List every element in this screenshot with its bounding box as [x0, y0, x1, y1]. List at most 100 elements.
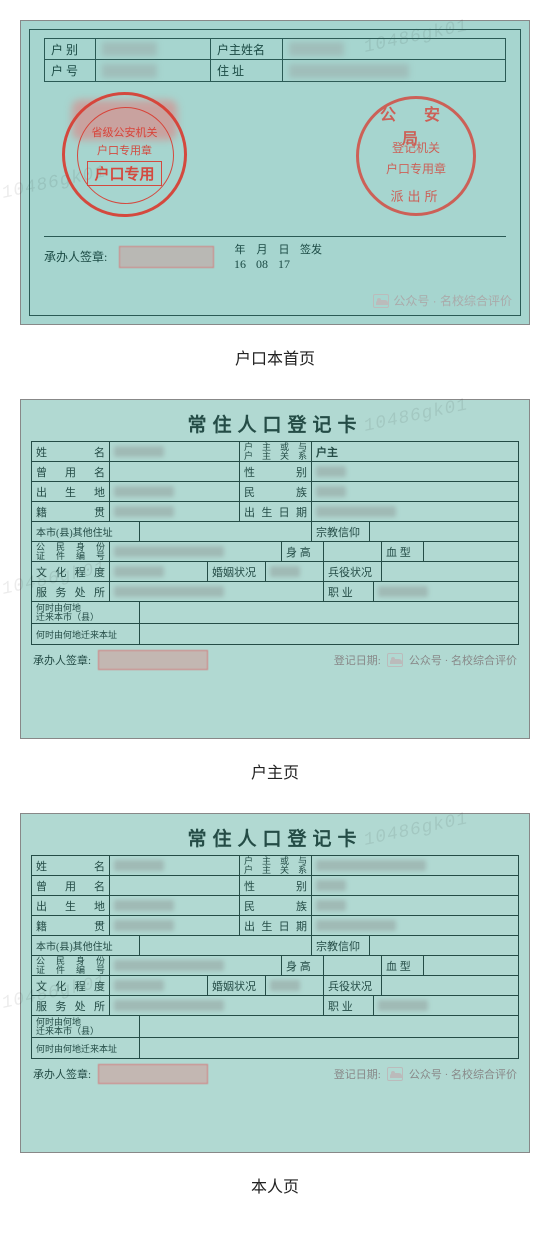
first-frame: 户 别 户主姓名 户 号 住 址 省级公安机关 户口专用章 户口专用 公 安 局…: [29, 29, 521, 316]
l-move1: 何时由何地迁来本市（县）: [32, 1016, 140, 1038]
v-csd: [110, 896, 240, 916]
reg-table: 姓 名 户主或与户主关系 曾 用 名 性 别 出 生 地 民 族 籍 贯 出生日…: [31, 855, 519, 1059]
v-move2: [140, 624, 518, 644]
l-cym: 曾 用 名: [32, 462, 110, 482]
l-other: 本市(县)其他住址: [32, 936, 140, 956]
v-mz: [312, 482, 518, 502]
v-mz: [312, 896, 518, 916]
date-m-lab: 月: [256, 241, 268, 257]
sign-line2: 承办人签章: 登记日期: 公众号 · 名校综合评价: [31, 650, 519, 670]
l-hyk: 婚姻状况: [208, 562, 266, 582]
v-xb: [312, 462, 518, 482]
v-sg: [324, 956, 382, 976]
v-cym: [110, 462, 240, 482]
sign-box: [98, 650, 208, 670]
date-m: 08: [256, 257, 268, 272]
attribution-text: 公众号 · 名校综合评价: [409, 652, 517, 668]
date-y-lab: 年: [234, 241, 246, 257]
value-huhao: [96, 60, 211, 82]
v-move1: [140, 602, 518, 624]
sign-label: 承办人签章:: [44, 248, 119, 265]
sign-label: 承办人签章:: [33, 1066, 98, 1082]
v-move1: [140, 1016, 518, 1038]
stamps-area: 省级公安机关 户口专用章 户口专用 公 安 局 登记机关 户口专用章 派出所: [44, 86, 506, 236]
l-zj: 宗教信仰: [312, 936, 370, 956]
l-sfz: 公民身份证件编号: [32, 542, 110, 562]
caption-head: 户主页: [20, 759, 530, 783]
stamp-right-mid2: 户口专用章: [386, 160, 446, 177]
l-sg: 身 高: [282, 542, 324, 562]
v-byz: [382, 976, 518, 996]
sign-box: [98, 1064, 208, 1084]
l-move1: 何时由何地迁来本市（县）: [32, 602, 140, 624]
v-fwcs: [110, 996, 324, 1016]
label-hzxm: 户主姓名: [211, 38, 283, 60]
hukou-head-page: 10486gk01 10486gk01 常住人口登记卡 姓 名 户主或与户主关系…: [20, 399, 530, 739]
date-end: 签发: [300, 241, 322, 257]
l-csd: 出 生 地: [32, 896, 110, 916]
sign-line: 承办人签章: 年16 月08 日17 签发: [44, 236, 506, 272]
l-cym: 曾 用 名: [32, 876, 110, 896]
row-huhao: 户 号 住 址: [44, 60, 506, 82]
attribution-tag: 公众号 · 名校综合评价: [373, 292, 512, 309]
stamp-right: 公 安 局 登记机关 户口专用章 派出所: [356, 96, 476, 216]
v-sfz: [110, 956, 282, 976]
caption-self: 本人页: [20, 1173, 530, 1197]
value-hzxm: [283, 38, 506, 60]
l-xb: 性 别: [240, 876, 312, 896]
caption-first: 户口本首页: [20, 345, 530, 369]
l-other: 本市(县)其他住址: [32, 522, 140, 542]
l-fwcs: 服 务 处 所: [32, 582, 110, 602]
l-hyk: 婚姻状况: [208, 976, 266, 996]
l-whcd: 文化程度: [32, 976, 110, 996]
l-move2: 何时由何地迁来本址: [32, 1038, 140, 1058]
v-gx: [312, 856, 518, 876]
label-huhao: 户 号: [44, 60, 96, 82]
v-csrq: [312, 916, 518, 936]
date-d: 17: [278, 257, 290, 272]
stamp-left-main: 户口专用: [87, 161, 161, 186]
l-byz: 兵役状况: [324, 976, 382, 996]
l-xm: 姓 名: [32, 442, 110, 462]
v-other: [140, 936, 312, 956]
stamp-left-line2: 户口专用章: [97, 142, 152, 158]
date-y: 16: [234, 257, 246, 272]
l-xm: 姓 名: [32, 856, 110, 876]
v-byz: [382, 562, 518, 582]
l-csd: 出 生 地: [32, 482, 110, 502]
v-xx: [424, 542, 518, 562]
sign-box: [119, 246, 214, 268]
v-cym: [110, 876, 240, 896]
l-zy: 职 业: [324, 996, 374, 1016]
v-sfz: [110, 542, 282, 562]
value-hubie: [96, 38, 211, 60]
stamp-right-bot: 派出所: [390, 186, 441, 205]
l-csrq: 出生日期: [240, 502, 312, 522]
l-jg: 籍 贯: [32, 916, 110, 936]
hukou-first-page: 10486gk01 10486gk01 户 别 户主姓名 户 号 住 址 省级公…: [20, 20, 530, 325]
l-xb: 性 别: [240, 462, 312, 482]
l-gx: 户主或与户主关系: [240, 856, 312, 876]
hukou-self-page: 10486gk01 10486gk01 常住人口登记卡 姓 名 户主或与户主关系…: [20, 813, 530, 1153]
l-zy: 职 业: [324, 582, 374, 602]
reg-table: 姓 名 户主或与户主关系 户主 曾 用 名 性 别 出 生 地 民 族 籍 贯 …: [31, 441, 519, 645]
stamp-left: 省级公安机关 户口专用章 户口专用: [62, 92, 187, 217]
djrq-label: 登记日期:: [334, 652, 381, 668]
v-other: [140, 522, 312, 542]
l-sg: 身 高: [282, 956, 324, 976]
attribution-text: 公众号 · 名校综合评价: [393, 292, 512, 309]
v-jg: [110, 916, 240, 936]
sign-label: 承办人签章:: [33, 652, 98, 668]
l-gx: 户主或与户主关系: [240, 442, 312, 462]
v-xm: [110, 856, 240, 876]
date-part: 年16 月08 日17 签发: [234, 241, 322, 272]
v-gx: 户主: [312, 442, 518, 462]
row-hubie: 户 别 户主姓名: [44, 38, 506, 60]
label-zhuzhi: 住 址: [211, 60, 283, 82]
v-zy: [374, 996, 518, 1016]
v-jg: [110, 502, 240, 522]
v-xx: [424, 956, 518, 976]
l-csrq: 出生日期: [240, 916, 312, 936]
l-xx: 血 型: [382, 542, 424, 562]
wechat-icon: [387, 1067, 403, 1081]
